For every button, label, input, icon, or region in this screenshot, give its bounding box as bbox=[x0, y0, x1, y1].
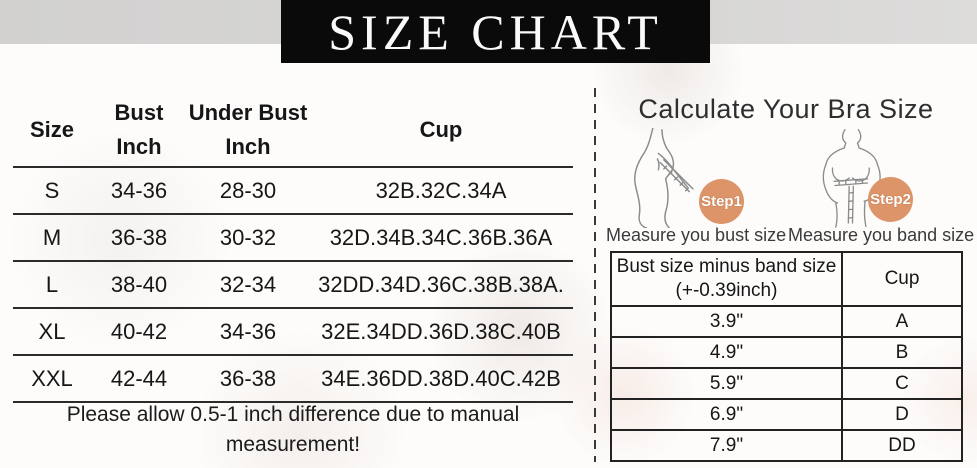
bust-inch-label: Inch bbox=[116, 134, 162, 159]
size-cell: L bbox=[45, 271, 59, 297]
under-bust-header-label: Under Bust bbox=[188, 100, 308, 125]
step-2-badge: Step2 bbox=[868, 177, 913, 222]
step-2-caption: Measure you band size bbox=[788, 225, 975, 245]
bust-measure-figure-icon bbox=[634, 128, 694, 228]
bust-cell: 40-42 bbox=[110, 318, 168, 344]
bust-cell: 34-36 bbox=[110, 177, 168, 203]
size-column-header: Size bbox=[29, 117, 75, 142]
table-row: XXL 42-44 36-38 34E.36DD.38D.40C.42B bbox=[13, 354, 573, 401]
cup-cell: 34E.36DD.38D.40C.42B bbox=[321, 365, 561, 391]
table-row: XL 40-42 34-36 32E.34DD.36D.38C.40B bbox=[13, 307, 573, 354]
step-1-caption: Measure you bust size bbox=[606, 225, 787, 245]
size-table-header: Size Bust Inch Under Bust Inch Cup bbox=[13, 94, 573, 166]
measurement-note-line2: measurement! bbox=[225, 433, 361, 456]
cup-cell: A bbox=[895, 310, 909, 332]
bust-cell: 36-38 bbox=[110, 224, 168, 250]
bust-header-label: Bust bbox=[114, 100, 164, 125]
size-cell: M bbox=[42, 224, 62, 250]
diff-cell: 7.9" bbox=[612, 431, 843, 460]
panel-divider bbox=[594, 88, 596, 462]
title-banner: SIZE CHART bbox=[281, 0, 710, 63]
under-bust-cell: 34-36 bbox=[219, 318, 277, 344]
size-table: Size Bust Inch Under Bust Inch Cup S 34-… bbox=[13, 94, 573, 403]
page-title: SIZE CHART bbox=[328, 3, 663, 60]
diff-cell: 6.9" bbox=[612, 400, 843, 429]
table-row: L 38-40 32-34 32DD.34D.36C.38B.38A. bbox=[13, 260, 573, 307]
table-bottom-rule bbox=[13, 401, 573, 403]
cup-column-header: Cup bbox=[419, 117, 463, 142]
cup-cell: 32B.32C.34A bbox=[375, 177, 507, 203]
under-bust-cell: 36-38 bbox=[219, 365, 277, 391]
under-bust-cell: 30-32 bbox=[219, 224, 277, 250]
cup-cell: 32D.34B.34C.36B.36A bbox=[329, 224, 553, 250]
cup-cell: 32DD.34D.36C.38B.38A. bbox=[318, 271, 564, 297]
cup-cell: DD bbox=[888, 434, 916, 456]
step-1-block: Step1 Measure you bust size bbox=[606, 128, 787, 246]
diff-column-header: Bust size minus band size (+-0.39inch) bbox=[612, 253, 843, 305]
table-row: 3.9" A bbox=[612, 305, 961, 336]
cup-cell: 32E.34DD.36D.38C.40B bbox=[321, 318, 561, 344]
table-row: 7.9" DD bbox=[612, 429, 961, 460]
under-bust-cell: 28-30 bbox=[219, 177, 277, 203]
cup-calculation-table: Bust size minus band size (+-0.39inch) C… bbox=[610, 251, 963, 462]
bust-cell: 38-40 bbox=[110, 271, 168, 297]
step-2-block: Step2 Measure you band size bbox=[788, 128, 975, 246]
diff-header-line1: Bust size minus band size bbox=[616, 256, 837, 277]
bust-column-header: Bust Inch bbox=[91, 100, 187, 160]
under-bust-cell: 32-34 bbox=[219, 271, 277, 297]
measurement-note-line1: Please allow 0.5-1 inch difference due t… bbox=[66, 403, 520, 426]
diff-cell: 3.9" bbox=[612, 307, 843, 336]
under-bust-inch-label: Inch bbox=[225, 134, 271, 159]
diff-cell: 5.9" bbox=[612, 369, 843, 398]
diff-header-line2: (+-0.39inch) bbox=[675, 280, 778, 301]
cup-cell: B bbox=[895, 341, 909, 363]
bust-cell: 42-44 bbox=[110, 365, 168, 391]
calculator-title: Calculate Your Bra Size bbox=[638, 94, 934, 124]
size-cell: XL bbox=[38, 318, 66, 344]
under-bust-column-header: Under Bust Inch bbox=[187, 100, 309, 160]
cup-cell: D bbox=[895, 403, 909, 425]
cup-table-header-row: Bust size minus band size (+-0.39inch) C… bbox=[612, 253, 961, 305]
size-cell: XXL bbox=[31, 365, 73, 391]
table-row: 6.9" D bbox=[612, 398, 961, 429]
cup-cell: C bbox=[895, 372, 909, 394]
table-row: M 36-38 30-32 32D.34B.34C.36B.36A bbox=[13, 213, 573, 260]
step-1-badge: Step1 bbox=[699, 179, 744, 224]
table-row: 4.9" B bbox=[612, 336, 961, 367]
diff-cell: 4.9" bbox=[612, 338, 843, 367]
cup-column-header: Cup bbox=[884, 268, 920, 289]
measurement-note: Please allow 0.5-1 inch difference due t… bbox=[13, 400, 573, 460]
table-row: S 34-36 28-30 32B.32C.34A bbox=[13, 166, 573, 213]
size-cell: S bbox=[44, 177, 60, 203]
table-row: 5.9" C bbox=[612, 367, 961, 398]
